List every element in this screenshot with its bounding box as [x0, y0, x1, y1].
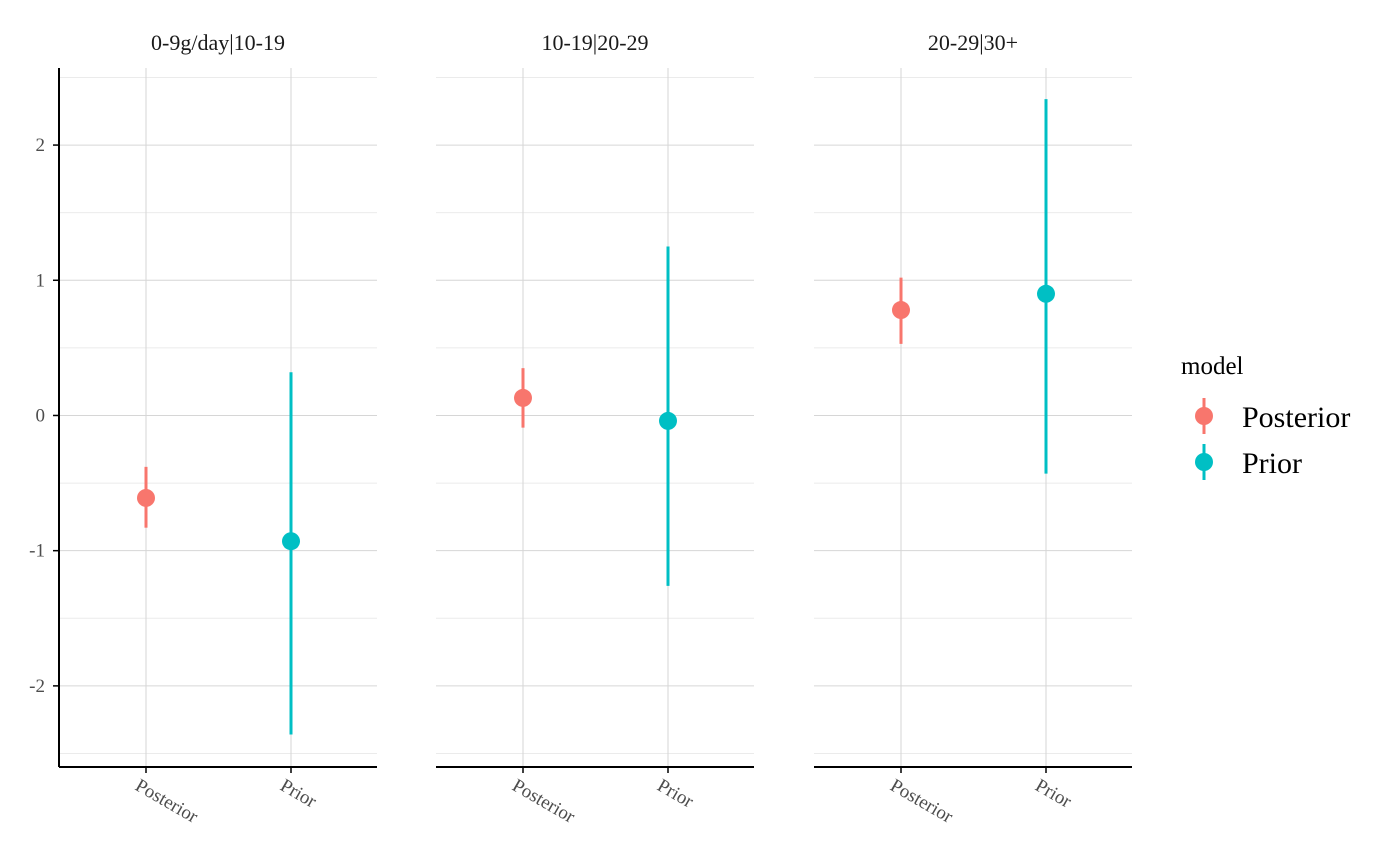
point-posterior [514, 388, 532, 407]
x-tick-label: Posterior [887, 775, 957, 828]
facet-panel: 20-29|30+ Posterior Prior [814, 30, 1132, 828]
point-posterior [892, 301, 910, 320]
y-tick-label: 0 [36, 405, 46, 426]
x-tick-label: Prior [654, 775, 698, 813]
facet-title: 20-29|30+ [928, 30, 1018, 55]
legend-title: model [1181, 353, 1244, 380]
y-tick-label: -1 [29, 541, 45, 562]
facet-panel: 0-9g/day|10-19 Posterior Prior 2 1 0 -1 -2 [29, 30, 377, 828]
legend-label-posterior: Posterior [1242, 401, 1350, 434]
y-tick-label: 1 [36, 270, 46, 291]
x-tick-label: Prior [277, 775, 321, 813]
point-posterior [137, 488, 155, 507]
point-prior [282, 532, 300, 551]
x-tick-label: Prior [1032, 775, 1076, 813]
point-prior [659, 411, 677, 430]
facet-panel: 10-19|20-29 Posterior Prior [436, 30, 754, 828]
legend-key-point-posterior [1195, 407, 1213, 425]
legend-entry-prior: Prior [1195, 444, 1302, 480]
y-tick-label: 2 [36, 135, 46, 156]
y-tick-label: -2 [29, 676, 45, 697]
x-tick-label: Posterior [509, 775, 579, 828]
legend-label-prior: Prior [1242, 447, 1302, 480]
facet-title: 0-9g/day|10-19 [151, 30, 285, 55]
legend: model Posterior Prior [1181, 353, 1350, 480]
facet-title: 10-19|20-29 [541, 30, 648, 55]
legend-entry-posterior: Posterior [1195, 398, 1350, 434]
point-prior [1037, 284, 1055, 303]
x-tick-label: Posterior [132, 775, 202, 828]
legend-key-point-prior [1195, 453, 1213, 471]
